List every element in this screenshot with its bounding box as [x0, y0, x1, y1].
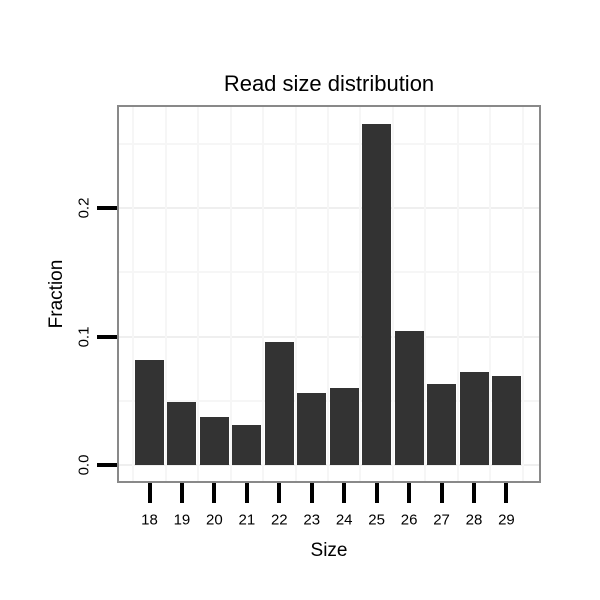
- x-tick-20: [212, 483, 217, 503]
- gridline-vertical: [132, 107, 135, 481]
- x-tick-label-20: 20: [206, 511, 223, 529]
- y-tick-label-0.1: 0.1: [75, 326, 93, 347]
- bar-27: [427, 384, 457, 465]
- x-tick-label-18: 18: [141, 511, 158, 529]
- gridline-vertical: [391, 107, 394, 481]
- gridline-vertical: [164, 107, 167, 481]
- x-tick-21: [244, 483, 249, 503]
- gridline-vertical: [326, 107, 329, 481]
- bar-26: [394, 331, 424, 465]
- bar-23: [297, 393, 327, 465]
- bar-28: [459, 372, 489, 465]
- gridline-vertical: [359, 107, 362, 481]
- gridline-vertical: [197, 107, 200, 481]
- y-tick-label-0.0: 0.0: [75, 454, 93, 476]
- gridline-major-horizontal: [119, 335, 539, 338]
- gridline-major-horizontal: [119, 207, 539, 209]
- y-axis-title: Fraction: [46, 259, 67, 329]
- gridline-minor-horizontal: [119, 271, 539, 274]
- bar-18: [135, 360, 164, 465]
- gridline-vertical: [521, 107, 524, 481]
- x-tick-22: [277, 483, 282, 503]
- bar-22: [264, 342, 294, 465]
- x-tick-23: [309, 483, 314, 503]
- bar-24: [329, 388, 359, 465]
- x-tick-19: [179, 483, 184, 503]
- gridline-vertical: [229, 107, 232, 481]
- bar-20: [199, 417, 229, 465]
- y-tick-label-0.2: 0.2: [75, 197, 93, 219]
- x-tick-label-25: 25: [368, 511, 385, 529]
- x-tick-label-28: 28: [465, 511, 483, 529]
- x-tick-28: [472, 483, 476, 503]
- gridline-major-horizontal: [119, 464, 539, 466]
- gridline-vertical: [489, 107, 492, 481]
- gridline-minor-horizontal: [119, 399, 539, 402]
- x-tick-label-29: 29: [498, 511, 515, 529]
- x-axis-title: Size: [310, 540, 348, 561]
- y-tick-0.1: [97, 334, 117, 339]
- gridline-vertical: [456, 107, 459, 481]
- bar-29: [491, 376, 521, 465]
- x-tick-label-26: 26: [400, 511, 418, 529]
- x-tick-label-22: 22: [270, 511, 288, 529]
- bar-21: [232, 425, 262, 465]
- x-tick-label-21: 21: [238, 511, 256, 529]
- y-tick-0.0: [97, 463, 117, 467]
- x-tick-24: [342, 483, 347, 503]
- x-tick-label-23: 23: [303, 511, 321, 529]
- x-tick-27: [439, 483, 444, 503]
- x-tick-label-27: 27: [433, 511, 450, 529]
- x-tick-26: [407, 483, 412, 503]
- gridline-vertical: [424, 107, 427, 481]
- plot-panel: [117, 105, 541, 483]
- bar-19: [167, 402, 197, 465]
- gridline-vertical: [262, 107, 265, 481]
- x-tick-label-24: 24: [335, 511, 353, 529]
- chart-title: Read size distribution: [223, 71, 435, 96]
- x-tick-label-19: 19: [173, 511, 191, 529]
- y-tick-0.2: [97, 206, 117, 210]
- gridline-minor-horizontal: [119, 142, 539, 145]
- x-tick-18: [147, 483, 152, 503]
- x-tick-25: [374, 483, 379, 503]
- x-tick-29: [504, 483, 509, 503]
- bar-25: [362, 124, 392, 465]
- gridline-vertical: [294, 107, 297, 481]
